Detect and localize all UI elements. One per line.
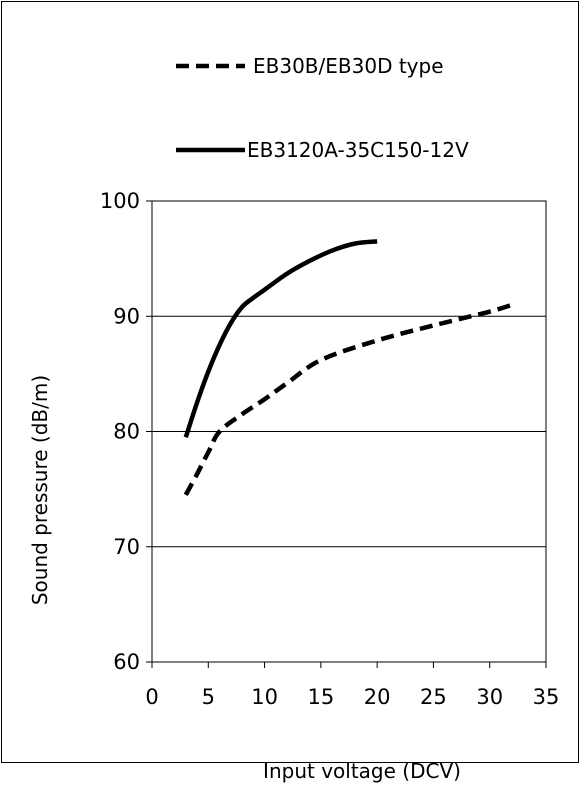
y-axis-title: Sound pressure (dB/m) <box>28 375 52 605</box>
x-tick-label-15: 15 <box>307 685 334 709</box>
series-line-eb30b-eb30d <box>183 302 513 496</box>
chart-frame <box>1 1 579 763</box>
y-tick-label-90: 90 <box>113 304 140 328</box>
x-tick-label-5: 5 <box>202 685 215 709</box>
x-tick-label-25: 25 <box>420 685 447 709</box>
y-tick-label-80: 80 <box>113 420 140 444</box>
x-tick-label-20: 20 <box>364 685 391 709</box>
x-tick-label-30: 30 <box>476 685 503 709</box>
series-lines <box>183 239 513 496</box>
x-tick-label-0: 0 <box>145 685 158 709</box>
x-tick-label-10: 10 <box>251 685 278 709</box>
series-line-eb3120a <box>183 239 378 438</box>
y-tick-label-60: 60 <box>113 650 140 674</box>
x-axis-title: Input voltage (DCV) <box>263 759 461 783</box>
legend-label-eb30b-eb30d: EB30B/EB30D type <box>253 54 444 78</box>
y-tick-label-70: 70 <box>113 535 140 559</box>
y-tick-label-100: 100 <box>100 189 140 213</box>
legend: EB30B/EB30D type EB3120A-35C150-12V <box>176 54 469 162</box>
legend-label-eb3120a: EB3120A-35C150-12V <box>247 138 469 162</box>
axis-ticks: 60 70 80 90 100 0 5 10 15 20 25 30 35 <box>100 189 559 709</box>
x-tick-label-35: 35 <box>533 685 560 709</box>
